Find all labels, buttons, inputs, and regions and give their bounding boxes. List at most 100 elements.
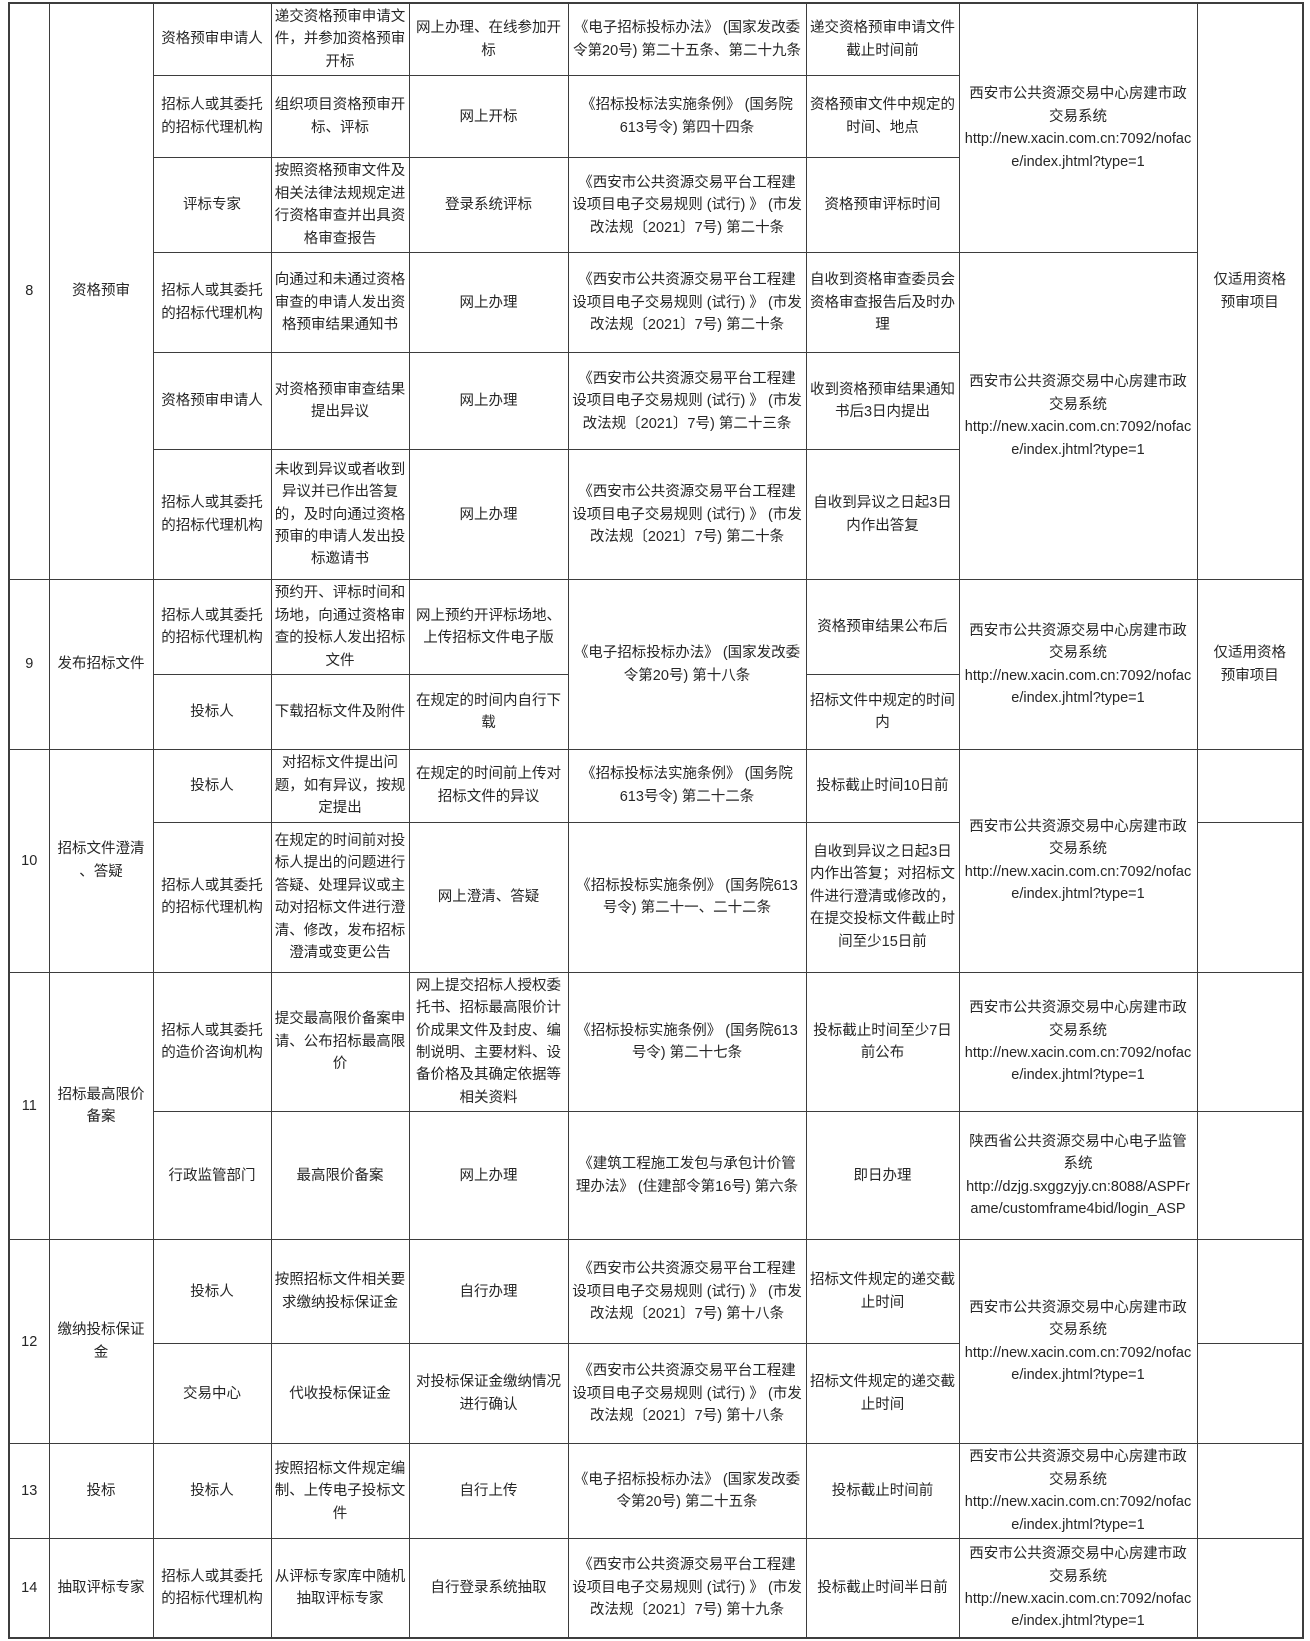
- actor-cell: 招标人或其委托的招标代理机构: [152, 449, 272, 581]
- actor-cell: 资格预审申请人: [152, 2, 272, 77]
- action-cell: 提交最高限价备案申请、公布招标最高限价: [270, 971, 410, 1113]
- table-row: 9 发布招标文件 招标人或其委托的招标代理机构 预约开、评标时间和场地，向通过资…: [8, 579, 1304, 751]
- system-name: 陕西省公共资源交易中心电子监管系统: [969, 1133, 1187, 1173]
- legal-basis-cell: 《西安市公共资源交易平台工程建设项目电子交易规则 (试行) 》 (市发改法规〔2…: [567, 1239, 807, 1345]
- note-cell: [1196, 1239, 1304, 1345]
- row-number: 8: [8, 2, 50, 581]
- row-number: 13: [8, 1443, 50, 1540]
- time-cell: 招标文件规定的递交截止时间: [805, 1343, 960, 1445]
- legal-basis-cell: 《建筑工程施工发包与承包计价管理办法》 (住建部令第16号) 第六条: [567, 1111, 807, 1241]
- time-cell: 资格预审评标时间: [805, 157, 960, 254]
- actor-cell: 评标专家: [152, 157, 272, 254]
- table-row: 行政监管部门 最高限价备案 网上办理 《建筑工程施工发包与承包计价管理办法》 (…: [9, 1111, 1304, 1241]
- system-url: http://new.xacin.com.cn:7092/noface/inde…: [964, 419, 1192, 458]
- table-row: 13 投标 投标人 按照招标文件规定编制、上传电子投标文件 自行上传 《电子招标…: [8, 1443, 1304, 1540]
- method-cell: 自行办理: [408, 1239, 569, 1345]
- method-cell: 登录系统评标: [408, 157, 569, 254]
- system-url: http://new.xacin.com.cn:7092/noface/inde…: [964, 1344, 1192, 1384]
- action-cell: 递交资格预审申请文件，并参加资格预审开标: [270, 2, 410, 77]
- actor-cell: 投标人: [152, 674, 272, 751]
- time-cell: 招标文件规定的递交截止时间: [805, 1239, 960, 1345]
- system-cell: 西安市公共资源交易中心房建市政交易系统 http://new.xacin.com…: [958, 971, 1198, 1113]
- actor-cell: 招标人或其委托的招标代理机构: [152, 821, 272, 973]
- method-cell: 网上办理: [408, 252, 569, 354]
- table-row: 投标人 下载招标文件及附件 在规定的时间内自行下载 招标文件中规定的时间内: [9, 674, 1303, 751]
- time-cell: 投标截止时间半日前: [805, 1538, 960, 1639]
- action-cell: 未收到异议或者收到异议并已作出答复的，及时向通过资格预审的申请人发出投标邀请书: [270, 449, 410, 581]
- stage-name: 抽取评标专家: [48, 1538, 154, 1639]
- legal-basis-cell: 《招标投标实施条例》 (国务院613号令) 第二十一、二十二条: [567, 821, 807, 973]
- actor-cell: 交易中心: [152, 1343, 272, 1445]
- legal-basis-cell: 《招标投标实施条例》 (国务院613号令) 第二十七条: [567, 971, 807, 1113]
- legal-basis-cell: 《西安市公共资源交易平台工程建设项目电子交易规则 (试行) 》 (市发改法规〔2…: [567, 1538, 807, 1639]
- actor-cell: 招标人或其委托的招标代理机构: [152, 1538, 272, 1639]
- time-cell: 即日办理: [805, 1111, 960, 1241]
- row-number: 10: [8, 749, 50, 973]
- method-cell: 对投标保证金缴纳情况进行确认: [408, 1343, 569, 1445]
- action-cell: 预约开、评标时间和场地，向通过资格审查的投标人发出招标文件: [270, 579, 410, 676]
- table-row: 招标人或其委托的招标代理机构 组织项目资格预审开标、评标 网上开标 《招标投标法…: [9, 75, 1303, 159]
- actor-cell: 投标人: [152, 1239, 272, 1345]
- action-cell: 按照资格预审文件及相关法律法规规定进行资格审查并出具资格审查报告: [270, 157, 410, 254]
- legal-basis-cell: 《西安市公共资源交易平台工程建设项目电子交易规则 (试行) 》 (市发改法规〔2…: [567, 449, 807, 581]
- stage-name: 招标最高限价 备案: [48, 971, 154, 1241]
- table-row: 11 招标最高限价 备案 招标人或其委托的造价咨询机构 提交最高限价备案申请、公…: [8, 971, 1304, 1241]
- note-cell: [1196, 1538, 1304, 1639]
- action-cell: 按照招标文件规定编制、上传电子投标文件: [270, 1443, 410, 1540]
- method-cell: 网上预约开评标场地、上传招标文件电子版: [408, 579, 569, 676]
- note-cell: [1196, 749, 1304, 823]
- actor-cell: 行政监管部门: [152, 1111, 272, 1241]
- action-cell: 在规定的时间前对投标人提出的问题进行答疑、处理异议或主动对招标文件进行澄清、修改…: [270, 821, 410, 973]
- actor-cell: 投标人: [152, 1443, 272, 1540]
- time-cell: 自收到资格审查委员会资格审查报告后及时办理: [805, 252, 960, 354]
- row-number: 12: [8, 1239, 50, 1445]
- system-cell: 西安市公共资源交易中心房建市政交易系统 http://new.xacin.com…: [958, 579, 1198, 751]
- actor-cell: 招标人或其委托的招标代理机构: [152, 75, 272, 159]
- time-cell: 投标截止时间至少7日前公布: [805, 971, 960, 1113]
- time-cell: 资格预审文件中规定的时间、地点: [805, 75, 960, 159]
- table-row: 8 资格预审 资格预审申请人 递交资格预审申请文件，并参加资格预审开标 网上办理…: [8, 2, 1304, 581]
- system-cell: 陕西省公共资源交易中心电子监管系统 http://dzjg.sxggzyjy.c…: [958, 1111, 1198, 1241]
- note-cell: 仅适用资格预审项目: [1196, 2, 1304, 581]
- method-cell: 在规定的时间内自行下载: [408, 674, 569, 751]
- row-number: 11: [8, 971, 50, 1241]
- time-cell: 自收到异议之日起3日内作出答复；对招标文件进行澄清或修改的，在提交投标文件截止时…: [805, 821, 960, 973]
- actor-cell: 投标人: [152, 749, 272, 823]
- table-row: 招标人或其委托的招标代理机构 向通过和未通过资格审查的申请人发出资格预审结果通知…: [9, 252, 1303, 581]
- table-row: 12 缴纳投标保证 金 投标人 按照招标文件相关要求缴纳投标保证金 自行办理 《…: [8, 1239, 1304, 1445]
- stage-name: 发布招标文件: [48, 579, 154, 751]
- note-cell: [1196, 1343, 1304, 1445]
- legal-basis-cell: 《西安市公共资源交易平台工程建设项目电子交易规则 (试行) 》 (市发改法规〔2…: [567, 157, 807, 254]
- legal-basis-cell: 《电子招标投标办法》 (国家发改委令第20号) 第十八条: [567, 579, 807, 751]
- time-cell: 递交资格预审申请文件截止时间前: [805, 2, 960, 77]
- action-cell: 对资格预审审查结果提出异议: [270, 352, 410, 451]
- system-url: http://new.xacin.com.cn:7092/noface/inde…: [964, 1044, 1192, 1084]
- method-cell: 网上办理: [408, 449, 569, 581]
- legal-basis-cell: 《电子招标投标办法》 (国家发改委令第20号) 第二十五条: [567, 1443, 807, 1540]
- system-url: http://new.xacin.com.cn:7092/noface/inde…: [964, 1591, 1192, 1630]
- method-cell: 网上办理、在线参加开标: [408, 2, 569, 77]
- system-name: 西安市公共资源交易中心房建市政交易系统: [969, 1546, 1187, 1585]
- system-name: 西安市公共资源交易中心房建市政交易系统: [969, 374, 1187, 413]
- time-cell: 招标文件中规定的时间内: [805, 674, 960, 751]
- system-cell: 西安市公共资源交易中心房建市政交易系统 http://new.xacin.com…: [958, 749, 1198, 973]
- time-cell: 自收到异议之日起3日内作出答复: [805, 449, 960, 581]
- system-cell: 西安市公共资源交易中心房建市政交易系统 http://new.xacin.com…: [958, 1538, 1198, 1639]
- table-row: 资格预审申请人 对资格预审审查结果提出异议 网上办理 《西安市公共资源交易平台工…: [9, 352, 1303, 451]
- legal-basis-cell: 《西安市公共资源交易平台工程建设项目电子交易规则 (试行) 》 (市发改法规〔2…: [567, 252, 807, 354]
- actor-cell: 资格预审申请人: [152, 352, 272, 451]
- method-cell: 自行上传: [408, 1443, 569, 1540]
- legal-basis-cell: 《招标投标法实施条例》 (国务院613号令) 第二十二条: [567, 749, 807, 823]
- action-cell: 下载招标文件及附件: [270, 674, 410, 751]
- row-number: 14: [8, 1538, 50, 1639]
- row-number: 9: [8, 579, 50, 751]
- action-cell: 按照招标文件相关要求缴纳投标保证金: [270, 1239, 410, 1345]
- legal-basis-cell: 《西安市公共资源交易平台工程建设项目电子交易规则 (试行) 》 (市发改法规〔2…: [567, 352, 807, 451]
- system-url: http://new.xacin.com.cn:7092/noface/inde…: [964, 863, 1192, 903]
- table-row: 招标人或其委托的招标代理机构 未收到异议或者收到异议并已作出答复的，及时向通过资…: [9, 449, 1303, 581]
- action-cell: 向通过和未通过资格审查的申请人发出资格预审结果通知书: [270, 252, 410, 354]
- system-url: http://new.xacin.com.cn:7092/noface/inde…: [964, 131, 1192, 170]
- actor-cell: 招标人或其委托的造价咨询机构: [152, 971, 272, 1113]
- time-cell: 资格预审结果公布后: [805, 579, 960, 676]
